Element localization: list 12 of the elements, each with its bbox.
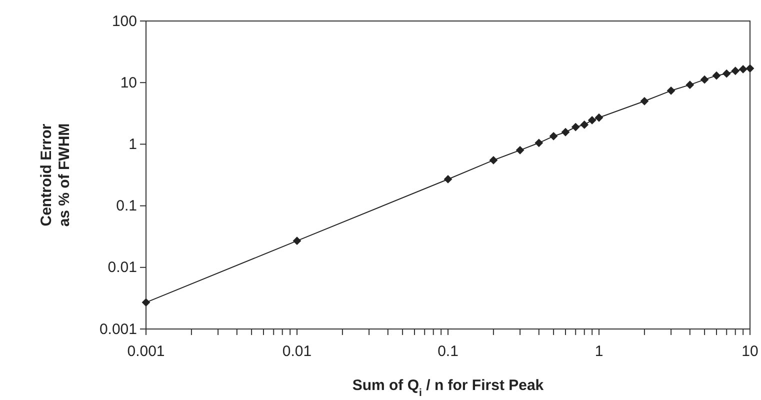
y-tick-label: 10 [120, 74, 137, 92]
x-tick-label: 0.01 [282, 343, 312, 360]
x-tick-label: 0.1 [438, 343, 458, 360]
x-axis-title: Sum of Q$_{i}$ / n for First Peak [352, 377, 544, 399]
y-tick-label: 1 [128, 136, 137, 153]
y-tick-label: 0.01 [108, 259, 137, 276]
y-tick-label: 0.1 [116, 198, 137, 215]
y-tick-label: 100 [112, 12, 137, 30]
y-axis-title: Centroid Error as % of FWHM [38, 123, 73, 227]
x-tick-label: 10 [742, 343, 758, 360]
y-tick-label: 0.001 [99, 320, 137, 338]
x-tick-label: 1 [594, 343, 604, 360]
